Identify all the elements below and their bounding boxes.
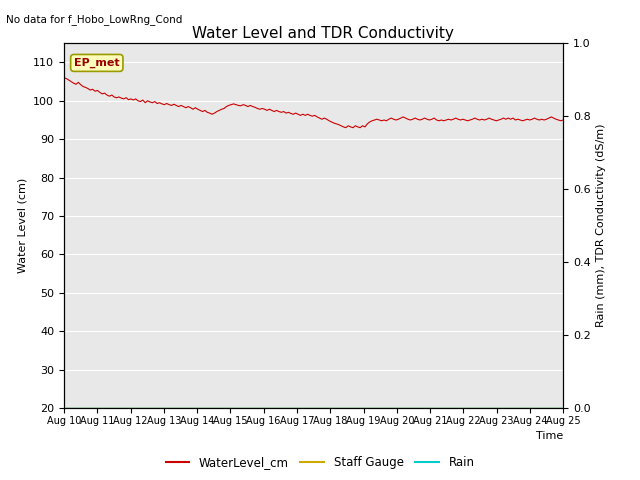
- WaterLevel_cm: [559, 117, 567, 123]
- Line: WaterLevel_cm: WaterLevel_cm: [64, 78, 563, 128]
- Text: No data for f_Hobo_LowRng_Cond: No data for f_Hobo_LowRng_Cond: [6, 14, 183, 25]
- WaterLevel_cm: [509, 115, 517, 121]
- WaterLevel_cm: [296, 112, 304, 118]
- Rain: [356, 405, 364, 411]
- Staff Gauge: [481, 405, 488, 411]
- Rain: [357, 405, 365, 411]
- Staff Gauge: [357, 405, 365, 411]
- Y-axis label: Rain (mm), TDR Conductivity (dS/m): Rain (mm), TDR Conductivity (dS/m): [596, 124, 606, 327]
- Rain: [60, 405, 68, 411]
- WaterLevel_cm: [65, 77, 72, 83]
- WaterLevel_cm: [342, 125, 349, 131]
- Rain: [513, 405, 520, 411]
- Legend: WaterLevel_cm, Staff Gauge, Rain: WaterLevel_cm, Staff Gauge, Rain: [161, 452, 479, 474]
- Rain: [481, 405, 488, 411]
- Rain: [62, 405, 70, 411]
- Text: Water Level and TDR Conductivity: Water Level and TDR Conductivity: [191, 25, 453, 41]
- WaterLevel_cm: [308, 113, 316, 119]
- Y-axis label: Water Level (cm): Water Level (cm): [18, 178, 28, 273]
- Staff Gauge: [559, 405, 567, 411]
- Staff Gauge: [62, 405, 70, 411]
- X-axis label: Time: Time: [536, 431, 563, 441]
- WaterLevel_cm: [481, 117, 488, 123]
- WaterLevel_cm: [60, 75, 68, 81]
- Text: EP_met: EP_met: [74, 58, 120, 68]
- Staff Gauge: [513, 405, 520, 411]
- Staff Gauge: [365, 405, 373, 411]
- Staff Gauge: [60, 405, 68, 411]
- Rain: [365, 405, 373, 411]
- Staff Gauge: [356, 405, 364, 411]
- WaterLevel_cm: [165, 102, 173, 108]
- Rain: [559, 405, 567, 411]
